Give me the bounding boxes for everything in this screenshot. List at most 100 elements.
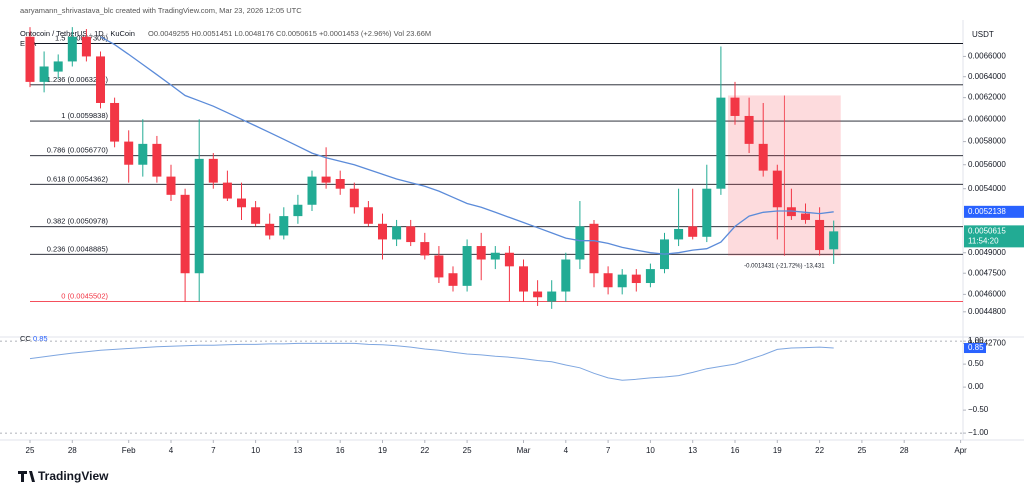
- y-tick-label: 0.0046000: [968, 289, 1006, 298]
- x-tick-label: Mar: [517, 446, 531, 455]
- x-tick-label: 19: [773, 446, 782, 455]
- candle-body: [138, 143, 148, 165]
- candle-body: [702, 188, 712, 237]
- x-tick-label: 19: [378, 446, 387, 455]
- candle-body: [180, 194, 190, 274]
- candle-body: [124, 141, 134, 165]
- candle-body: [688, 226, 698, 237]
- y-tick-label: 0.0062000: [968, 93, 1006, 102]
- candle-body: [53, 61, 63, 72]
- candle-body: [490, 252, 500, 260]
- candle-body: [335, 179, 345, 189]
- candle-body: [293, 204, 303, 217]
- candle-body: [829, 231, 839, 250]
- measure-label: -0.0013431 (-21.72%) -13,431: [744, 263, 825, 269]
- candle-body: [265, 223, 275, 236]
- x-tick-label: 7: [211, 446, 216, 455]
- candle-body: [434, 255, 444, 278]
- x-tick-label: 25: [26, 446, 35, 455]
- indicator-legend: CC: [20, 334, 31, 343]
- candle-body: [744, 115, 754, 144]
- x-tick-label: 25: [857, 446, 866, 455]
- indicator-tick-label: 1.00: [968, 336, 984, 345]
- y-tick-label: 0.0060000: [968, 114, 1006, 123]
- candle-body: [363, 207, 373, 224]
- candle-body: [462, 246, 472, 286]
- legend-values: O0.0049255 H0.0051451 L0.0048176 C0.0050…: [148, 29, 431, 38]
- fib-label: 0.236 (0.0048885): [47, 244, 109, 253]
- candle-body: [237, 198, 246, 208]
- candle-body: [815, 219, 825, 251]
- candle-body: [110, 102, 120, 142]
- brand-logo: TradingView: [18, 469, 109, 483]
- candle-body: [603, 273, 613, 288]
- candle-body: [81, 36, 91, 57]
- candle-body: [575, 226, 585, 260]
- candle-body: [617, 274, 627, 288]
- x-tick-label: 22: [815, 446, 824, 455]
- x-tick-label: 22: [420, 446, 429, 455]
- candle-body: [448, 273, 458, 286]
- logo-icon: [18, 471, 35, 482]
- y-tick-label: 0.0066000: [968, 52, 1006, 61]
- fib-label: 0.382 (0.0050978): [47, 217, 109, 226]
- candle-body: [406, 226, 416, 243]
- price-badge: [964, 225, 1024, 248]
- ema-line: [100, 36, 834, 255]
- candle-body: [674, 228, 684, 240]
- x-tick-label: 10: [251, 446, 260, 455]
- y-tick-label: 0.0044800: [968, 307, 1006, 316]
- y-tick-label: 0.0047500: [968, 268, 1006, 277]
- candle-body: [67, 36, 77, 62]
- candle-body: [716, 97, 726, 189]
- x-tick-label: Feb: [122, 446, 136, 455]
- candle-body: [519, 266, 528, 292]
- x-tick-label: 4: [564, 446, 569, 455]
- candle-body: [504, 252, 514, 267]
- price-badge: [964, 205, 1024, 218]
- y-tick-label: 0.0056000: [968, 160, 1006, 169]
- x-tick-label: 16: [336, 446, 345, 455]
- indicator-tick-label: 0.00: [968, 382, 984, 391]
- candle-body: [772, 170, 782, 208]
- candle-body: [39, 66, 49, 82]
- candle-body: [194, 158, 204, 274]
- axis-unit: USDT: [972, 30, 994, 39]
- candle-body: [631, 274, 641, 284]
- x-tick-label: 28: [900, 446, 909, 455]
- candle-body: [589, 223, 599, 274]
- indicator-legend-value: 0.85: [33, 334, 48, 343]
- candle-body: [801, 213, 810, 220]
- indicator-pane: [0, 340, 963, 434]
- candle-body: [166, 176, 176, 195]
- candle-body: [307, 176, 317, 205]
- candle-body: [533, 291, 543, 298]
- candle-body: [208, 158, 218, 183]
- price-pane: 1.5 (0.0067306) 1.236 (0.0063221) 1 (0.005…: [25, 27, 963, 309]
- indicator-tick-label: 0.50: [968, 359, 984, 368]
- candle-body: [786, 207, 796, 217]
- y-tick-label: 0.0042700: [968, 339, 1006, 348]
- fib-label: 1 (0.0059838): [61, 111, 108, 120]
- fib-label: 1.236 (0.0063221): [47, 75, 109, 84]
- candle-body: [349, 188, 359, 208]
- indicator-badge: [964, 343, 986, 354]
- brand-name: TradingView: [38, 469, 109, 483]
- indicator-badge-label: 0.85: [968, 343, 984, 352]
- fib-label: 0 (0.0045502): [61, 292, 108, 301]
- candle-body: [152, 143, 162, 177]
- x-tick-label: 4: [169, 446, 174, 455]
- indicator-tick-label: −1.00: [968, 428, 989, 437]
- x-tick-label: 7: [606, 446, 611, 455]
- x-tick-label: 16: [731, 446, 740, 455]
- x-tick-label: 28: [68, 446, 77, 455]
- overlay: 0.0066000 0.0064000 0.0062000 0.0060000 0.00…: [26, 52, 1024, 455]
- fib-label: 1.5 (0.0067306): [55, 33, 108, 42]
- price-badge-label: 0.0052138: [968, 207, 1006, 216]
- y-tick-label: 0.0064000: [968, 72, 1006, 81]
- candle-body: [420, 242, 430, 256]
- candle-body: [730, 97, 740, 116]
- symbol-title: Ontocoin / TetherUS · 1D · KuCoin: [20, 29, 135, 38]
- candle-body: [758, 143, 768, 171]
